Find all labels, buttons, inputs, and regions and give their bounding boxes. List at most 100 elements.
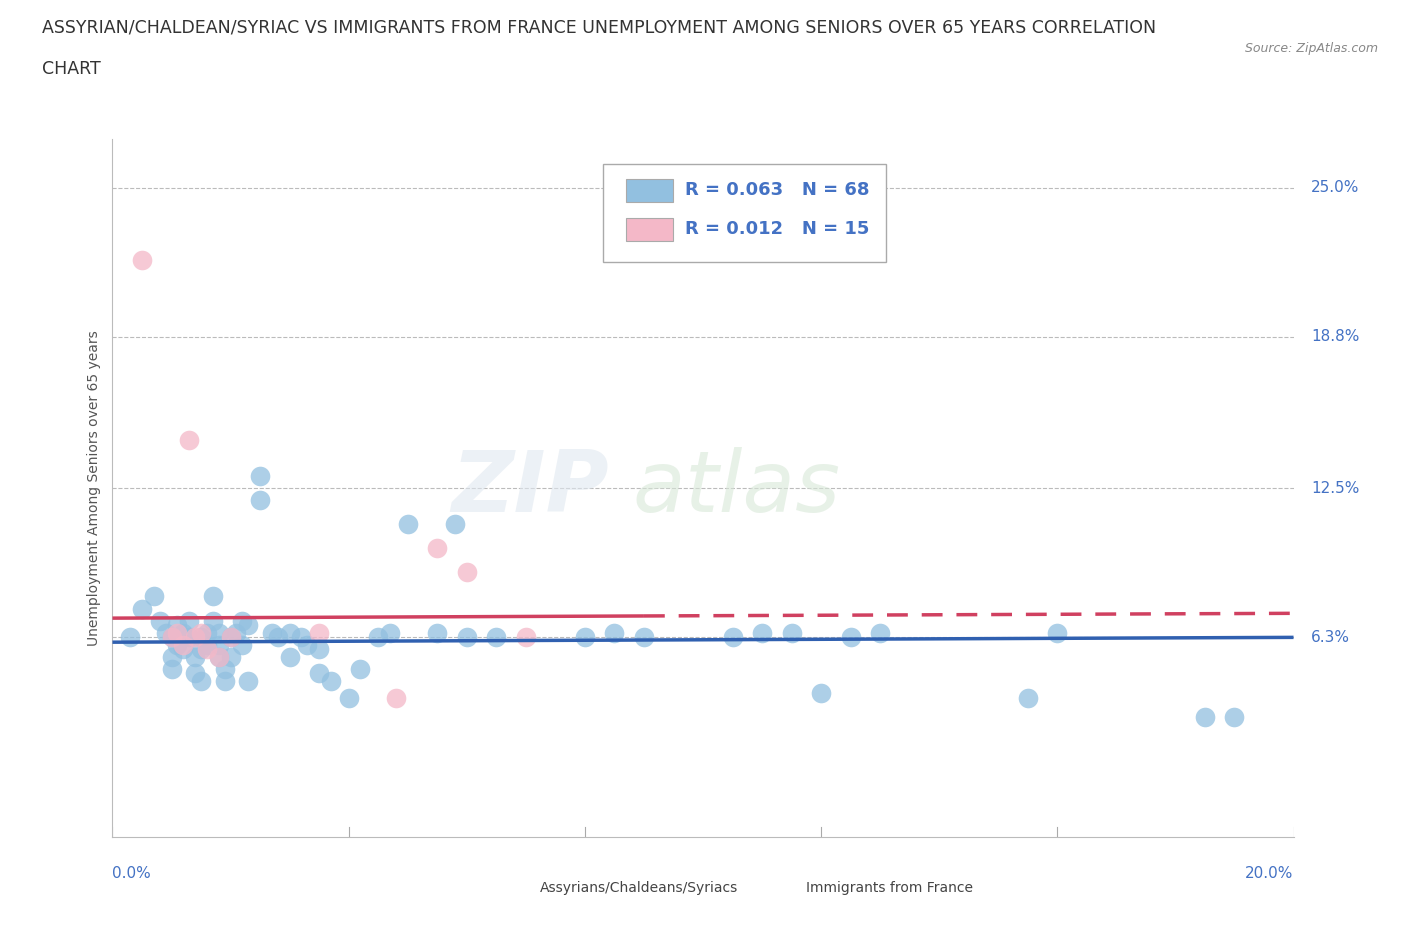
Point — [131, 601, 153, 616]
Point — [869, 625, 891, 640]
Point — [444, 517, 467, 532]
Text: Immigrants from France: Immigrants from France — [806, 881, 973, 895]
Point — [810, 685, 832, 700]
Text: R = 0.012   N = 15: R = 0.012 N = 15 — [685, 219, 870, 238]
Point — [456, 565, 478, 580]
Point — [396, 517, 419, 532]
Text: R = 0.063   N = 68: R = 0.063 N = 68 — [685, 181, 870, 199]
Text: 25.0%: 25.0% — [1312, 180, 1360, 195]
Point — [208, 649, 231, 664]
Text: Assyrians/Chaldeans/Syriacs: Assyrians/Chaldeans/Syriacs — [540, 881, 738, 895]
Point — [1017, 690, 1039, 705]
Point — [367, 630, 389, 644]
Point — [172, 637, 194, 652]
Point — [721, 630, 744, 644]
Text: CHART: CHART — [42, 60, 101, 78]
Point — [184, 630, 207, 644]
Point — [219, 630, 242, 644]
Point — [208, 625, 231, 640]
Point — [278, 649, 301, 664]
Point — [172, 642, 194, 657]
Point — [839, 630, 862, 644]
Text: atlas: atlas — [633, 446, 841, 530]
Point — [195, 637, 218, 652]
Point — [120, 630, 142, 644]
Point — [780, 625, 803, 640]
Point — [190, 673, 212, 688]
Point — [231, 613, 253, 628]
Point — [166, 618, 188, 632]
Point — [337, 690, 360, 705]
Point — [142, 589, 165, 604]
Point — [160, 630, 183, 644]
Point — [179, 630, 201, 644]
Point — [219, 630, 242, 644]
Point — [385, 690, 408, 705]
Text: 20.0%: 20.0% — [1246, 866, 1294, 881]
Point — [267, 630, 290, 644]
Point — [319, 673, 342, 688]
Point — [172, 625, 194, 640]
Point — [633, 630, 655, 644]
Point — [160, 630, 183, 644]
Point — [225, 625, 247, 640]
Point — [184, 649, 207, 664]
FancyBboxPatch shape — [603, 164, 886, 261]
Point — [1194, 710, 1216, 724]
Point — [201, 613, 224, 628]
FancyBboxPatch shape — [768, 879, 797, 897]
Point — [308, 642, 330, 657]
Point — [214, 661, 236, 676]
FancyBboxPatch shape — [626, 218, 673, 241]
Point — [249, 469, 271, 484]
Point — [603, 625, 626, 640]
Point — [190, 630, 212, 644]
Point — [179, 613, 201, 628]
Point — [160, 661, 183, 676]
Point — [485, 630, 508, 644]
Point — [184, 666, 207, 681]
Text: Source: ZipAtlas.com: Source: ZipAtlas.com — [1244, 42, 1378, 55]
Point — [574, 630, 596, 644]
Point — [238, 618, 260, 632]
Point — [349, 661, 371, 676]
Point — [208, 637, 231, 652]
Point — [260, 625, 283, 640]
Point — [149, 613, 172, 628]
Point — [426, 541, 449, 556]
Point — [160, 649, 183, 664]
Point — [208, 649, 231, 664]
Point — [378, 625, 401, 640]
Point — [1223, 710, 1246, 724]
Point — [297, 637, 319, 652]
Point — [195, 625, 218, 640]
Point — [179, 432, 201, 447]
Point — [249, 493, 271, 508]
Point — [131, 252, 153, 267]
Point — [751, 625, 773, 640]
Point — [201, 589, 224, 604]
Point — [290, 630, 312, 644]
Point — [190, 642, 212, 657]
Point — [214, 673, 236, 688]
Text: 0.0%: 0.0% — [112, 866, 152, 881]
Point — [426, 625, 449, 640]
FancyBboxPatch shape — [502, 879, 531, 897]
Point — [219, 649, 242, 664]
Text: ASSYRIAN/CHALDEAN/SYRIAC VS IMMIGRANTS FROM FRANCE UNEMPLOYMENT AMONG SENIORS OV: ASSYRIAN/CHALDEAN/SYRIAC VS IMMIGRANTS F… — [42, 19, 1156, 36]
Point — [190, 625, 212, 640]
Point — [308, 666, 330, 681]
Point — [231, 637, 253, 652]
Point — [1046, 625, 1069, 640]
Point — [166, 625, 188, 640]
Text: 6.3%: 6.3% — [1312, 630, 1350, 644]
Point — [238, 673, 260, 688]
Text: 18.8%: 18.8% — [1312, 329, 1360, 344]
Point — [456, 630, 478, 644]
Point — [195, 642, 218, 657]
Text: ZIP: ZIP — [451, 446, 609, 530]
Point — [166, 637, 188, 652]
Point — [155, 625, 177, 640]
Text: 12.5%: 12.5% — [1312, 481, 1360, 496]
FancyBboxPatch shape — [626, 179, 673, 203]
